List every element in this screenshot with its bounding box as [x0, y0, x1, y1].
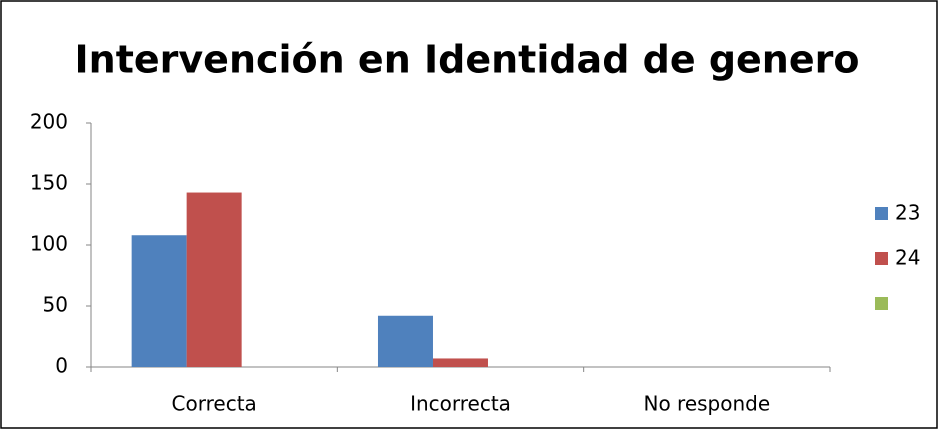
- y-tick-label: 200: [30, 110, 68, 134]
- x-tick-label: Correcta: [172, 392, 257, 416]
- chart-title: Intervención en Identidad de genero: [75, 38, 860, 82]
- bar: [186, 192, 242, 367]
- y-tick-label: 50: [43, 293, 68, 317]
- legend-label: 23: [895, 201, 920, 225]
- legend-swatch: [875, 252, 888, 265]
- y-tick-label: 0: [55, 354, 68, 378]
- legend-swatch: [875, 297, 888, 310]
- y-tick-label: 150: [30, 171, 68, 195]
- bar: [131, 235, 187, 367]
- y-tick-label: 100: [30, 232, 68, 256]
- legend-swatch: [875, 207, 888, 220]
- bar: [432, 358, 488, 367]
- legend-label: 24: [895, 246, 920, 270]
- x-tick-label: Incorrecta: [410, 392, 511, 416]
- x-tick-label: No responde: [643, 392, 770, 416]
- bar: [377, 315, 433, 367]
